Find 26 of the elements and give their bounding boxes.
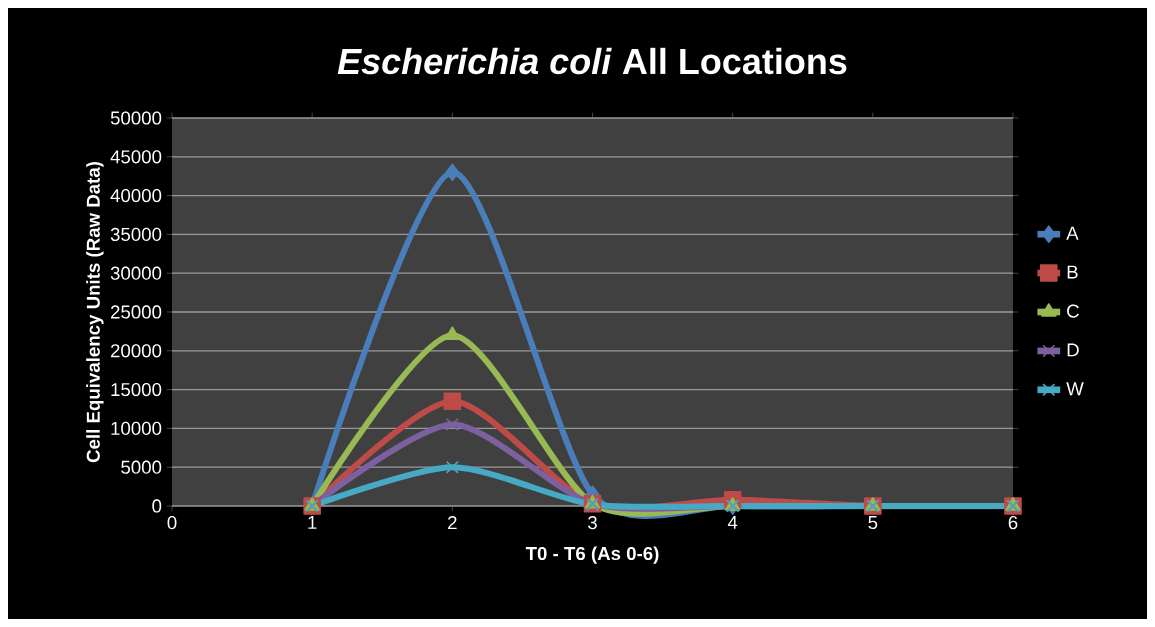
legend-label: W	[1066, 382, 1084, 396]
x-tick-label: 3	[588, 516, 597, 530]
x-tick-label: 5	[868, 516, 878, 530]
x-tick-label: 2	[448, 516, 457, 530]
y-tick-label: 10000	[111, 421, 162, 435]
x-axis-title: T0 - T6 (As 0-6)	[525, 546, 659, 564]
y-tick-label: 0	[152, 499, 162, 513]
legend-label: A	[1066, 226, 1079, 240]
y-tick-label: 50000	[110, 111, 162, 125]
legend-label: D	[1067, 343, 1079, 357]
x-tick-label: 4	[727, 516, 738, 529]
legend-label: B	[1067, 265, 1078, 279]
y-tick-label: 15000	[111, 382, 162, 397]
x-tick-label: 0	[167, 516, 177, 530]
x-tick-label: 6	[1008, 516, 1018, 530]
y-tick-label: 30000	[110, 266, 162, 280]
x-tick-label: 1	[308, 516, 317, 529]
y-axis-title: Cell Equivalency Units (Raw Data)	[86, 162, 104, 463]
y-tick-label: 5000	[121, 460, 162, 474]
y-tick-label: 25000	[111, 305, 162, 319]
y-tick-label: 40000	[110, 188, 162, 203]
y-tick-label: 20000	[111, 344, 162, 358]
legend-label: C	[1067, 304, 1079, 318]
y-tick-label: 35000	[110, 227, 162, 242]
y-tick-label: 45000	[110, 150, 162, 164]
chart-title: Escherichia coli All Locations	[337, 47, 847, 75]
